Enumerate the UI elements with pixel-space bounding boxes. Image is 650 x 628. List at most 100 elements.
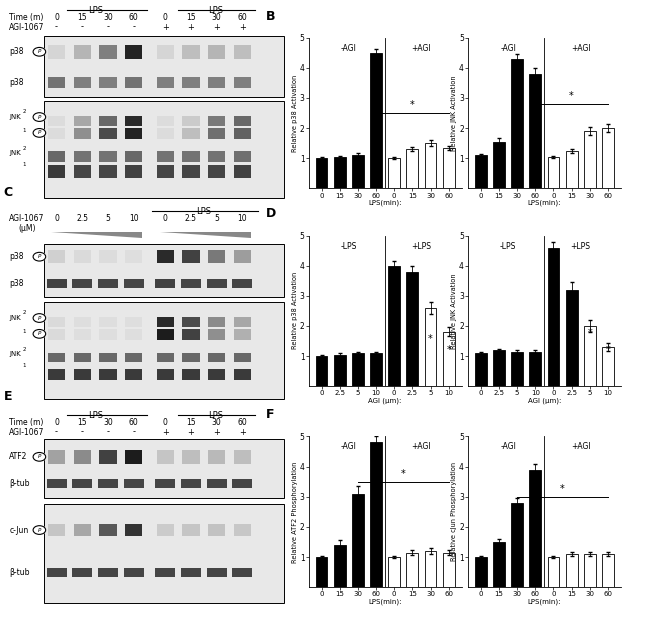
Text: 0: 0 — [162, 418, 168, 426]
Bar — [234, 317, 251, 327]
Text: JNK: JNK — [9, 149, 21, 156]
Bar — [370, 443, 382, 587]
Bar — [124, 568, 144, 577]
Y-axis label: Relative ATF2 Phosphorylation: Relative ATF2 Phosphorylation — [292, 461, 298, 563]
Bar — [48, 45, 65, 58]
Bar — [547, 557, 560, 587]
Bar — [183, 151, 200, 162]
Text: 0: 0 — [54, 418, 59, 426]
Text: 30: 30 — [103, 418, 113, 426]
Bar — [125, 330, 142, 340]
Bar — [529, 352, 541, 386]
Bar — [99, 369, 116, 380]
Bar — [73, 129, 91, 139]
Text: p38: p38 — [9, 47, 24, 57]
Bar — [334, 355, 346, 386]
Bar — [208, 369, 226, 380]
Bar — [181, 479, 201, 489]
Bar — [183, 129, 200, 139]
Text: 15: 15 — [186, 13, 196, 21]
Text: P: P — [38, 49, 41, 54]
Bar — [48, 369, 65, 380]
Text: 0: 0 — [162, 214, 168, 222]
Text: 0: 0 — [162, 13, 168, 21]
Text: 15: 15 — [77, 418, 87, 426]
X-axis label: LPS(min):: LPS(min): — [528, 598, 561, 605]
Y-axis label: Relative JNK Activation: Relative JNK Activation — [451, 75, 457, 151]
Bar — [125, 151, 142, 162]
Text: 15: 15 — [186, 418, 196, 426]
Bar — [233, 279, 252, 288]
Bar — [208, 317, 226, 327]
Bar — [183, 77, 200, 89]
Bar — [48, 251, 65, 263]
Bar — [47, 279, 66, 288]
Bar — [602, 554, 614, 587]
Bar — [512, 503, 523, 587]
Bar — [73, 251, 91, 263]
Bar — [208, 353, 226, 362]
Text: +AGI: +AGI — [411, 443, 431, 452]
Y-axis label: Relative p38 Activation: Relative p38 Activation — [292, 74, 298, 152]
Bar — [44, 504, 284, 604]
Bar — [352, 353, 364, 386]
Bar — [72, 279, 92, 288]
Bar — [493, 542, 505, 587]
Bar — [155, 479, 176, 489]
Bar — [566, 151, 577, 188]
Text: 2.5: 2.5 — [185, 214, 197, 222]
Text: AGI-1067: AGI-1067 — [9, 428, 45, 436]
Text: 5: 5 — [214, 214, 219, 222]
Bar — [183, 353, 200, 362]
Text: +: + — [213, 428, 220, 436]
Text: 2: 2 — [22, 310, 26, 315]
Bar — [157, 450, 174, 463]
Text: ATF2: ATF2 — [9, 452, 28, 462]
Bar — [234, 524, 251, 536]
Text: (μM): (μM) — [18, 224, 36, 232]
Bar — [207, 568, 227, 577]
Bar — [183, 165, 200, 178]
Bar — [370, 353, 382, 386]
Bar — [73, 45, 91, 58]
Bar — [125, 317, 142, 327]
Text: 60: 60 — [238, 13, 247, 21]
Bar — [73, 77, 91, 89]
Text: -: - — [55, 428, 58, 436]
Bar — [99, 129, 116, 139]
Text: 10: 10 — [238, 214, 247, 222]
Text: *: * — [410, 100, 415, 110]
Bar — [124, 279, 144, 288]
Bar — [316, 557, 328, 587]
Circle shape — [33, 453, 46, 461]
Bar — [208, 116, 226, 126]
Polygon shape — [51, 232, 142, 238]
Text: P: P — [38, 114, 41, 119]
Bar — [406, 149, 418, 188]
X-axis label: LPS(min):: LPS(min): — [369, 598, 402, 605]
Text: 30: 30 — [212, 13, 222, 21]
Text: +: + — [213, 23, 220, 31]
Bar — [44, 244, 284, 297]
Text: +: + — [188, 428, 194, 436]
Bar — [157, 251, 174, 263]
Bar — [602, 128, 614, 188]
Bar — [352, 494, 364, 587]
Bar — [48, 330, 65, 340]
Text: JNK: JNK — [9, 350, 21, 357]
Bar — [234, 330, 251, 340]
Bar — [98, 568, 118, 577]
Text: 0: 0 — [54, 214, 59, 222]
Bar — [125, 353, 142, 362]
Bar — [157, 77, 174, 89]
Bar — [424, 551, 436, 587]
Text: -: - — [107, 23, 110, 31]
Bar — [73, 450, 91, 463]
Text: -AGI: -AGI — [341, 443, 357, 452]
Bar — [584, 554, 595, 587]
Circle shape — [33, 48, 46, 56]
Bar — [125, 129, 142, 139]
Bar — [566, 290, 577, 386]
Bar — [234, 353, 251, 362]
Bar — [334, 157, 346, 188]
